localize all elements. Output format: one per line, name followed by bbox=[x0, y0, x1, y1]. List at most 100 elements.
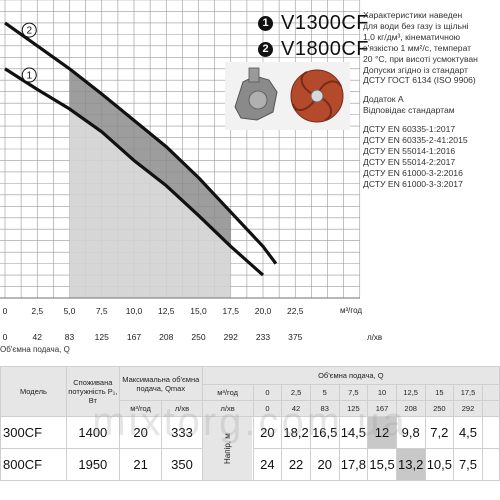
legend-number-2: 2 bbox=[258, 41, 273, 57]
row-model: 800CF bbox=[0, 448, 67, 481]
x-tick-primary: 17,5 bbox=[222, 306, 239, 316]
head-cell: 14,5 bbox=[338, 416, 369, 449]
x-tick-primary: 10,0 bbox=[126, 306, 143, 316]
standard-item: ДСТУ EN 60335-2-41:2015 bbox=[363, 135, 468, 146]
flow-m3-cell: 2,5 bbox=[281, 384, 311, 401]
legend-item-1: 1 V1300CF bbox=[258, 10, 369, 36]
legend-model-2: V1800CF bbox=[281, 37, 369, 60]
standard-item: ДСТУ EN 61000-3-3:2017 bbox=[363, 178, 463, 189]
table-row: 300CF 1400 20 333 Напір, м 20 18,2 16,5 … bbox=[0, 416, 500, 481]
curve-marker-2 bbox=[21, 22, 37, 38]
spec-line: Допуски згідно із стандарт bbox=[363, 64, 468, 75]
flow-m3-cell: 0 bbox=[252, 384, 283, 401]
x-tick-primary: 20,0 bbox=[255, 306, 272, 316]
header-qmax-m3: м³/год bbox=[118, 400, 163, 417]
row-qmax-m3: 21 bbox=[118, 448, 163, 481]
flow-lmin-cell: 208 bbox=[395, 400, 426, 417]
spec-line: Характеристики наведен bbox=[363, 10, 463, 20]
header-qmax: Максимальна об'ємна подача, Qmax bbox=[118, 366, 203, 401]
x-tick-primary: 5,0 bbox=[64, 306, 76, 316]
legend-item-2: 2 V1800CF bbox=[258, 36, 369, 62]
x-tick-primary: 15,0 bbox=[190, 306, 207, 316]
flow-m3-cell: 12,5 bbox=[395, 384, 426, 401]
x-tick-secondary: 375 bbox=[288, 332, 302, 342]
head-cell: 10,5 bbox=[424, 448, 455, 481]
x-tick-secondary: 250 bbox=[191, 332, 205, 342]
flow-lmin-cell: 292 bbox=[453, 400, 483, 417]
x-axis-label: Об'ємна подача, Q bbox=[0, 345, 70, 354]
standard-item: ДСТУ EN 60335-1:2017 bbox=[363, 124, 456, 135]
row-power: 1400 bbox=[65, 416, 120, 449]
standard-item: ДСТУ EN 55014-2:2017 bbox=[363, 156, 456, 167]
head-cell: 7,5 bbox=[453, 448, 483, 481]
spec-line: ДСТУ ГОСТ 6134 (ISO 9906) bbox=[363, 75, 476, 86]
x-tick-secondary: 42 bbox=[33, 332, 43, 342]
flow-m3-cell: 10 bbox=[367, 384, 397, 401]
head-cell: 16,5 bbox=[309, 416, 340, 449]
work-zone-band bbox=[69, 68, 231, 247]
flow-lmin-cell: 250 bbox=[424, 400, 455, 417]
x-tick-primary: 0 bbox=[3, 306, 8, 316]
flow-m3-cell: 17,5 bbox=[453, 384, 483, 401]
x-tick-primary: 7,5 bbox=[96, 306, 108, 316]
row-qmax-lmin: 350 bbox=[161, 448, 203, 481]
head-cell: 15,5 bbox=[367, 448, 397, 481]
annex-title: Додаток А bbox=[363, 94, 404, 105]
header-qmax-lmin: л/хв bbox=[161, 400, 203, 417]
pump-body-icon bbox=[234, 67, 278, 121]
x-unit-primary: м³/год bbox=[340, 306, 363, 315]
standard-item: ДСТУ EN 61000-3-2:2016 bbox=[363, 167, 463, 178]
table-row: 800CF 1950 21 350 24 22 20 17,8 15,5 13,… bbox=[0, 448, 500, 481]
x-tick-secondary: 208 bbox=[159, 332, 173, 342]
head-cell-highlighted: 13,2 bbox=[395, 448, 426, 481]
work-zone-area bbox=[69, 108, 231, 298]
spec-line: 20 °С, при висоті усмоктуван bbox=[363, 53, 478, 64]
head-cell: 4,5 bbox=[453, 416, 483, 449]
x-tick-primary: 22,5 bbox=[287, 306, 304, 316]
header-unit-m3: м³/год bbox=[201, 384, 254, 401]
impeller-icon bbox=[290, 69, 344, 123]
row-power: 1950 bbox=[65, 448, 120, 481]
legend-model-1: V1300CF bbox=[281, 11, 369, 34]
curve-marker-label-1: 1 bbox=[26, 71, 32, 82]
curve-marker-label-2: 2 bbox=[26, 26, 32, 37]
row-model: 300CF bbox=[0, 416, 67, 449]
series-line-2 bbox=[4, 21, 278, 265]
head-cell: 9,8 bbox=[395, 416, 426, 449]
spec-line: в'язкістю 1 мм²/с, температ bbox=[363, 42, 472, 53]
head-cell: 20 bbox=[252, 416, 283, 449]
head-cell: 18,2 bbox=[281, 416, 311, 449]
curve-marker-1 bbox=[21, 67, 37, 83]
head-cell: 7,2 bbox=[424, 416, 455, 449]
annex-subtitle: Відповідає стандартам bbox=[363, 105, 455, 116]
head-label: Напір, м bbox=[202, 416, 254, 481]
head-cell: 24 bbox=[252, 448, 283, 481]
head-cell: 17,8 bbox=[338, 448, 369, 481]
flow-lmin-cell: 125 bbox=[338, 400, 369, 417]
flow-lmin-cell: 42 bbox=[281, 400, 311, 417]
flow-m3-cell: 7,5 bbox=[338, 384, 369, 401]
series-line-1 bbox=[4, 67, 265, 277]
x-tick-primary: 2,5 bbox=[31, 306, 43, 316]
spec-notes: Характеристики наведен для води без газу… bbox=[363, 10, 500, 190]
x-tick-primary: 12,5 bbox=[158, 306, 175, 316]
flow-lmin-cell: 167 bbox=[367, 400, 397, 417]
legend-number-1: 1 bbox=[258, 15, 273, 31]
spec-line: для води без газу із щільні bbox=[363, 20, 469, 31]
x-tick-secondary: 167 bbox=[127, 332, 141, 342]
head-cell-highlighted: 12 bbox=[367, 416, 397, 449]
x-tick-secondary: 292 bbox=[224, 332, 238, 342]
header-flow: Об'ємна подача, Q bbox=[201, 366, 500, 385]
x-unit-secondary: л/хв bbox=[367, 333, 383, 342]
standard-item: ДСТУ EN 55014-1:2016 bbox=[363, 145, 456, 156]
x-tick-secondary: 233 bbox=[256, 332, 270, 342]
spec-line: 1,0 кг/дм³, кінематичною bbox=[363, 31, 461, 42]
flow-lmin-cell: 0 bbox=[252, 400, 283, 417]
x-tick-secondary: 83 bbox=[65, 332, 75, 342]
impeller-photo bbox=[225, 62, 350, 130]
x-tick-secondary: 0 bbox=[3, 332, 8, 342]
head-cell: 22 bbox=[281, 448, 311, 481]
row-qmax-m3: 20 bbox=[118, 416, 163, 449]
header-power: Споживана потужність P₁, Вт bbox=[65, 366, 120, 417]
flow-m3-cell: 15 bbox=[424, 384, 455, 401]
